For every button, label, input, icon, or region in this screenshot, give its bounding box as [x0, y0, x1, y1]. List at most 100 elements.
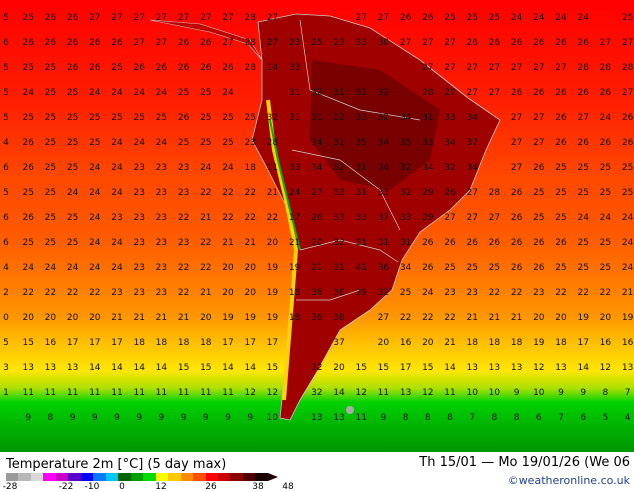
temperature-value: 24: [422, 288, 434, 298]
temperature-value: 39: [355, 288, 367, 298]
temperature-value: 27: [622, 38, 633, 48]
temperature-value: 25: [156, 113, 167, 123]
color-scale-tick-label: 26: [205, 482, 217, 492]
temperature-value: 36: [311, 288, 323, 298]
temperature-value: 25: [67, 163, 78, 173]
temperature-value: 26: [489, 238, 501, 248]
temperature-value: 34: [311, 138, 323, 148]
temperature-value: 9: [159, 413, 165, 423]
color-scale-swatch: [143, 473, 156, 481]
temperature-value: 13: [622, 363, 633, 373]
temperature-value: 27: [156, 38, 167, 48]
temperature-value: 23: [111, 213, 122, 223]
color-scale-swatch: [130, 473, 144, 481]
temperature-value: 5: [3, 13, 9, 23]
temperature-value: 24: [111, 163, 123, 173]
temperature-value: 25: [622, 13, 633, 23]
temperature-value: 32: [378, 288, 389, 298]
temperature-value: 32: [333, 163, 344, 173]
color-scale-tick-label: 0: [119, 482, 125, 492]
temperature-value: 26: [89, 38, 101, 48]
temperature-value: 24: [622, 238, 634, 248]
temperature-value: 5: [3, 188, 9, 198]
temperature-value: 4: [625, 413, 631, 423]
temperature-value: 26: [511, 263, 523, 273]
color-scale-swatch: [68, 473, 81, 481]
temperature-value: 16: [600, 338, 612, 348]
color-scale-swatch: [193, 473, 206, 481]
temperature-value: 24: [89, 88, 101, 98]
temperature-value: 20: [333, 363, 345, 373]
temperature-value: 25: [67, 213, 78, 223]
temperature-value: 11: [89, 388, 100, 398]
color-scale-swatch: [242, 473, 256, 481]
temperature-value: 26: [67, 38, 79, 48]
temperature-value: 21: [156, 313, 167, 323]
temperature-value: 31: [333, 88, 344, 98]
temperature-value: 21: [222, 238, 233, 248]
temperature-value: 14: [577, 363, 589, 373]
temperature-value: 22: [511, 288, 522, 298]
temperature-value: 25: [67, 88, 78, 98]
temperature-value: 7: [625, 388, 631, 398]
temperature-value: 33: [355, 113, 366, 123]
temperature-value: 26: [555, 113, 567, 123]
temperature-value: 25: [200, 88, 211, 98]
temperature-value: 34: [444, 138, 456, 148]
temperature-value: 23: [156, 213, 167, 223]
temperature-value: 20: [422, 338, 434, 348]
temperature-value: 21: [311, 263, 322, 273]
temperature-value: 26: [555, 38, 567, 48]
temperature-value: 17: [400, 363, 411, 373]
temperature-value: 9: [580, 388, 586, 398]
temperature-value: 23: [533, 288, 544, 298]
temperature-value: 23: [289, 38, 300, 48]
temperature-value: 10: [267, 413, 279, 423]
color-scale-swatch: [205, 473, 218, 481]
temperature-value: 25: [577, 238, 588, 248]
temperature-value: 20: [600, 313, 612, 323]
temperature-value: 36: [311, 313, 323, 323]
temperature-value: 25: [311, 38, 322, 48]
temperature-value: 35: [355, 138, 366, 148]
temperature-value: 27: [311, 188, 322, 198]
temperature-value: 24: [89, 238, 101, 248]
temperature-value: 25: [67, 238, 78, 248]
temperature-value: 20: [222, 263, 234, 273]
color-scale-arrow: [267, 473, 288, 481]
temperature-value: 25: [600, 188, 611, 198]
temperature-value: 27: [89, 13, 100, 23]
temperature-value: 31: [289, 113, 300, 123]
temperature-value: 26: [422, 238, 434, 248]
temperature-value: 25: [222, 138, 233, 148]
temperature-value: 34: [400, 113, 412, 123]
temperature-value: 19: [622, 313, 634, 323]
temperature-value: 17: [222, 338, 233, 348]
temperature-value: 11: [267, 163, 278, 173]
temperature-value: 25: [244, 113, 255, 123]
temperature-value: 5: [3, 63, 9, 73]
site-credit[interactable]: ©weatheronline.co.uk: [507, 474, 630, 487]
color-scale-swatch: [43, 473, 56, 481]
temperature-value: 25: [45, 88, 56, 98]
temperature-value: 23: [133, 263, 144, 273]
temperature-value: 25: [22, 238, 33, 248]
temperature-value: 6: [3, 38, 9, 48]
temperature-value: 26: [200, 38, 212, 48]
temperature-value: 34: [466, 163, 478, 173]
temperature-value: 32: [333, 113, 344, 123]
temperature-value: 34: [378, 163, 390, 173]
temperature-value: 28: [422, 88, 434, 98]
temperature-value: 20: [22, 313, 34, 323]
temperature-value: 26: [555, 88, 567, 98]
temperature-value: 23: [111, 288, 122, 298]
temperature-value: 23: [156, 238, 167, 248]
temperature-value: 11: [222, 388, 233, 398]
temperature-value: 23: [133, 288, 144, 298]
temperature-value: 25: [45, 213, 56, 223]
temperature-value: 24: [222, 163, 234, 173]
temperature-value: 20: [200, 313, 212, 323]
temperature-value: 27: [444, 213, 455, 223]
temperature-value: 20: [244, 288, 256, 298]
temperature-value: 22: [45, 288, 56, 298]
